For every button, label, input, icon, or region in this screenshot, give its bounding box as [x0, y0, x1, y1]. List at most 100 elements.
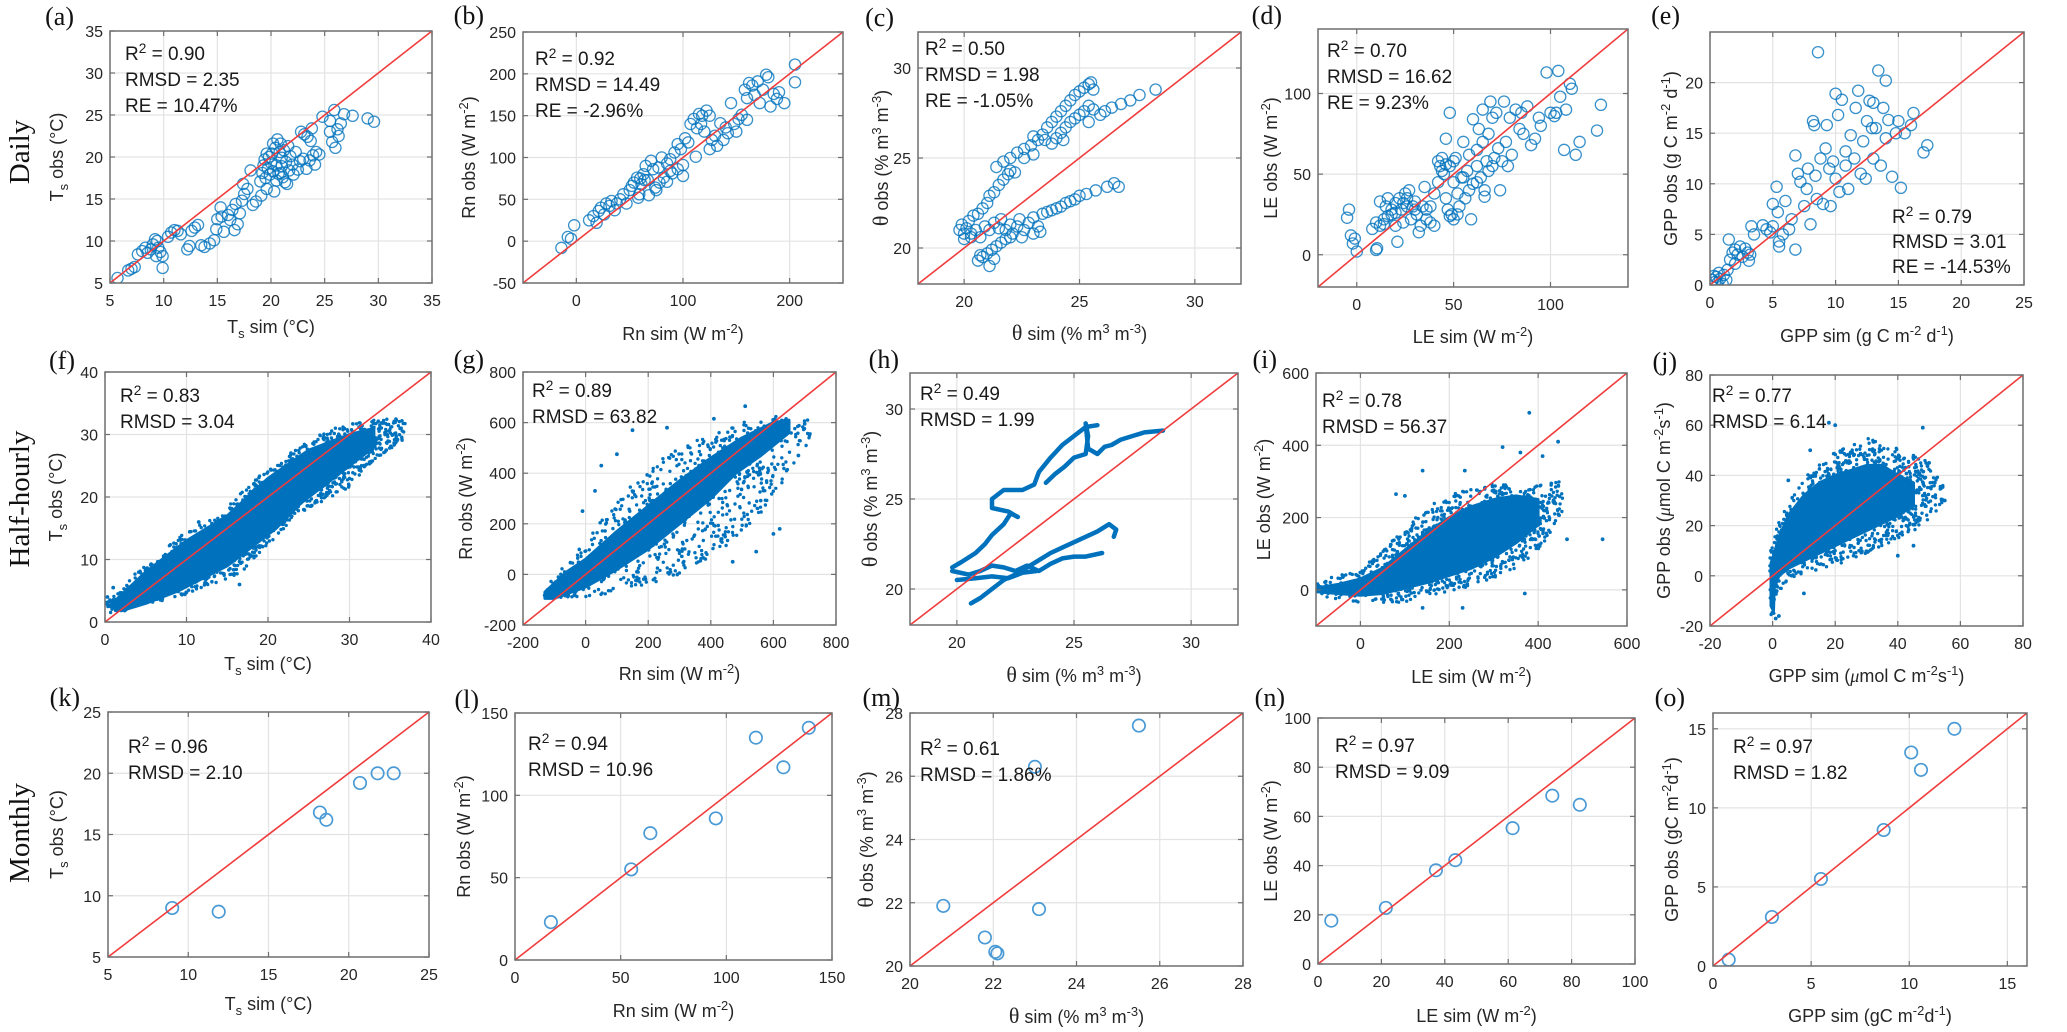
stat-value: 1.98 [1003, 65, 1040, 86]
outlier-point [1460, 606, 1465, 610]
data-point [1448, 582, 1453, 586]
data-point [1836, 455, 1840, 460]
data-point [1867, 447, 1872, 452]
data-point [1811, 482, 1815, 486]
data-point [690, 121, 704, 135]
data-point [655, 492, 660, 496]
data-point [193, 580, 197, 585]
data-point [653, 552, 657, 557]
data-point [1464, 213, 1478, 226]
data-point [974, 248, 987, 262]
data-point [1907, 507, 1911, 512]
data-layer [110, 31, 432, 283]
data-point [755, 464, 759, 468]
data-point [599, 579, 604, 584]
data-point [214, 580, 218, 585]
data-point [1913, 469, 1918, 474]
stat-value: 1.99 [998, 410, 1035, 431]
data-point [696, 457, 700, 461]
data-point [1782, 509, 1787, 514]
data-point [1482, 575, 1487, 580]
x-axis-label: GPP sim (g C m-2 d-1) [1780, 323, 1954, 346]
data-point [1821, 474, 1825, 478]
y-tick-label: 100 [1284, 711, 1311, 728]
data-point [161, 230, 175, 244]
label-segment: RMSD = [528, 760, 606, 781]
panel-label: (n) [1255, 683, 1285, 712]
row-label-half-hourly: Half-hourly [4, 430, 36, 567]
y-tick-label: 80 [1685, 368, 1703, 385]
data-point [1856, 538, 1860, 542]
data-point [1810, 479, 1815, 483]
data-point [646, 162, 660, 176]
data-point [770, 92, 784, 106]
label-segment: ) [1662, 757, 1682, 763]
data-point [1427, 526, 1431, 530]
data-point [1779, 528, 1784, 532]
data-point [183, 239, 196, 253]
data-point [371, 451, 375, 456]
panel-label: (d) [1252, 1, 1282, 30]
data-point [1867, 441, 1871, 445]
data-point [702, 556, 706, 560]
label-segment: ) [1527, 327, 1533, 347]
data-point [1878, 523, 1883, 528]
data-point [1781, 581, 1785, 585]
data-point [764, 100, 777, 113]
data-point [1454, 575, 1459, 579]
y-tick-label: 20 [85, 150, 103, 167]
data-point [1870, 458, 1874, 462]
data-point [559, 595, 563, 599]
y-tick-label: 250 [489, 25, 516, 42]
data-point [1512, 566, 1516, 571]
label-segment: 3 [854, 809, 869, 816]
data-point [155, 597, 159, 601]
data-point [1131, 718, 1146, 733]
data-point [756, 426, 760, 430]
data-point [1894, 529, 1899, 534]
x-tick-label: 15 [208, 293, 226, 310]
data-point [805, 418, 810, 422]
label-segment: ) [1946, 1006, 1952, 1026]
data-point [260, 545, 265, 549]
x-tick-label: 40 [1889, 636, 1907, 653]
data-point [641, 487, 645, 492]
data-point [245, 557, 250, 561]
data-point [238, 556, 242, 561]
y-tick-label: 5 [94, 276, 103, 293]
data-point [994, 212, 1008, 226]
data-point [1417, 591, 1421, 595]
data-point [1424, 216, 1437, 229]
data-point [582, 214, 596, 227]
data-point [740, 517, 744, 521]
data-point [778, 96, 791, 110]
label-segment: Rn obs (W m [456, 455, 476, 560]
data-point [1381, 549, 1385, 553]
data-point [1526, 556, 1530, 560]
data-point [745, 470, 749, 474]
data-point [1764, 909, 1779, 925]
x-tick-label: 20 [948, 635, 966, 652]
data-point [1384, 553, 1388, 558]
data-point [801, 425, 805, 429]
data-point [801, 720, 816, 735]
data-point [721, 533, 726, 537]
data-point [1894, 181, 1908, 195]
one-to-one-line [1713, 713, 2027, 966]
y-axis-label: GPP obs (gC m-2d-1) [1659, 757, 1682, 922]
label-segment: GPP sim (g C m [1780, 326, 1910, 346]
data-point [1938, 487, 1942, 491]
label-segment: s [1654, 420, 1674, 429]
data-point [543, 915, 558, 930]
data-point [333, 426, 338, 430]
data-point [392, 419, 396, 423]
data-point [1756, 219, 1770, 232]
data-point [727, 438, 732, 442]
data-point [1546, 500, 1551, 504]
data-point [1495, 555, 1500, 559]
data-point [1342, 203, 1356, 216]
data-point [1490, 564, 1494, 568]
label-segment: ) [861, 431, 881, 437]
data-point [346, 482, 351, 486]
data-point [660, 157, 674, 170]
